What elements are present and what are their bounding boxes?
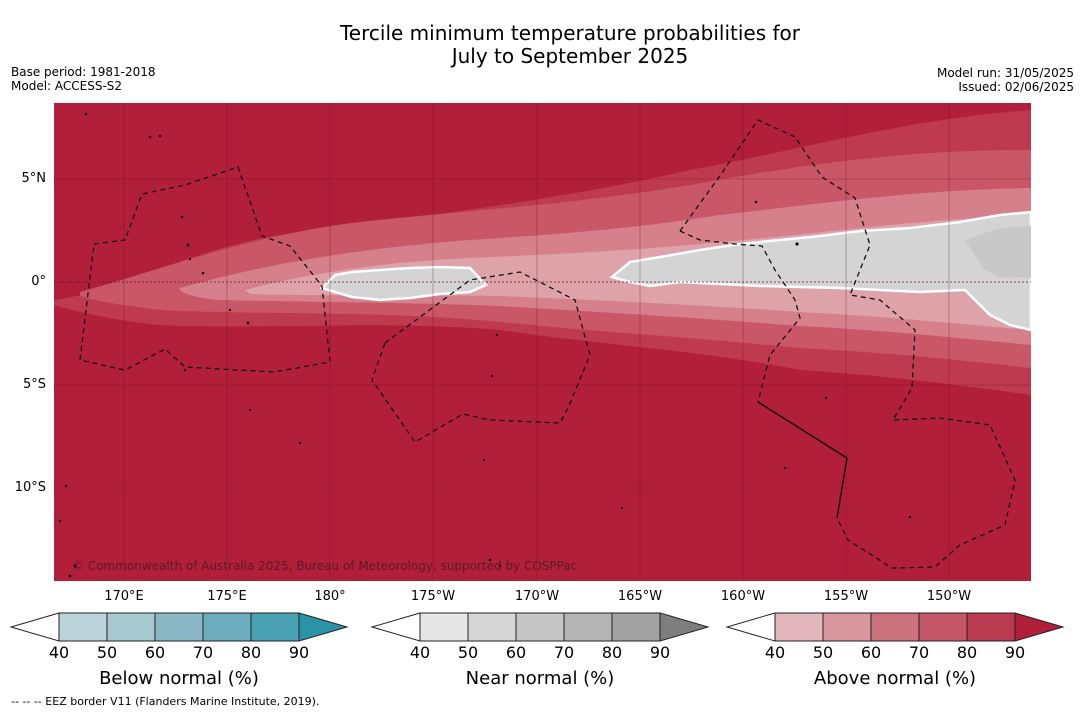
issued-date: Issued: 02/06/2025: [958, 80, 1074, 94]
lon-label: 175°E: [207, 589, 247, 604]
colorbar-label-above-normal: Above normal (%): [813, 668, 977, 689]
lon-label: 155°W: [823, 589, 869, 604]
lon-label: 165°W: [617, 589, 663, 604]
colorbar-tick: 50: [96, 643, 118, 662]
lat-label: 0°: [31, 274, 46, 289]
colorbar-tick: 70: [192, 643, 214, 662]
colorbar-tick: 90: [1004, 643, 1026, 662]
near-normal-region-west: [319, 265, 489, 302]
lon-label: 180°: [314, 589, 346, 604]
lat-label: 10°S: [14, 480, 46, 495]
near-60-region: [965, 226, 1031, 278]
meta-right: Model run: 31/05/2025 Issued: 02/06/2025: [937, 66, 1074, 94]
colorbar-tick: 90: [649, 643, 671, 662]
colorbar-tick: 50: [457, 643, 479, 662]
colorbar-tick: 60: [144, 643, 166, 662]
colorbar-tick: 70: [908, 643, 930, 662]
eez-border-note: -- -- -- EEZ border V11 (Flanders Marine…: [11, 695, 320, 708]
model-name: Model: ACCESS-S2: [11, 79, 123, 93]
colorbar-tick: 90: [288, 643, 310, 662]
model-run: Model run: 31/05/2025: [936, 66, 1074, 80]
colorbar-tick: 40: [48, 643, 70, 662]
eez-solid-border: [757, 401, 848, 519]
colorbar-tick: 50: [812, 643, 834, 662]
colorbar-tick: 80: [956, 643, 978, 662]
colorbar-below-normal: [9, 612, 349, 642]
title-line-1: Tercile minimum temperature probabilitie…: [339, 21, 801, 45]
colorbar-tick: 70: [553, 643, 575, 662]
colorbar-tick: 40: [409, 643, 431, 662]
colorbar-tick: 80: [601, 643, 623, 662]
meta-left: Base period: 1981-2018 Model: ACCESS-S2: [11, 65, 156, 93]
colorbar-near-normal: [370, 612, 710, 642]
lat-label: 5°S: [22, 377, 46, 392]
copyright-notice: © Commonwealth of Australia 2025, Bureau…: [72, 559, 578, 573]
lat-label: 5°N: [21, 171, 47, 186]
islands: [58, 112, 912, 578]
colorbar-tick: 80: [240, 643, 262, 662]
title-line-2: July to September 2025: [451, 44, 689, 68]
lon-label: 160°W: [720, 589, 766, 604]
lon-label: 170°E: [104, 589, 144, 604]
colorbar-tick: 60: [860, 643, 882, 662]
near-normal-region-east: [609, 210, 1031, 332]
lon-label: 150°W: [926, 589, 972, 604]
probability-field: [54, 103, 1031, 581]
eez-borders: [79, 119, 1016, 569]
colorbar-label-below-normal: Below normal (%): [99, 668, 259, 689]
colorbar-above-normal: [725, 612, 1065, 642]
base-period: Base period: 1981-2018: [11, 65, 156, 79]
map-title: Tercile minimum temperature probabilitie…: [0, 22, 1085, 68]
lon-label: 170°W: [514, 589, 560, 604]
colorbar-tick: 60: [505, 643, 527, 662]
lon-label: 175°W: [410, 589, 456, 604]
colorbar-tick: 40: [764, 643, 786, 662]
colorbar-label-near-normal: Near normal (%): [465, 668, 615, 689]
grid-lines: [54, 103, 1031, 581]
